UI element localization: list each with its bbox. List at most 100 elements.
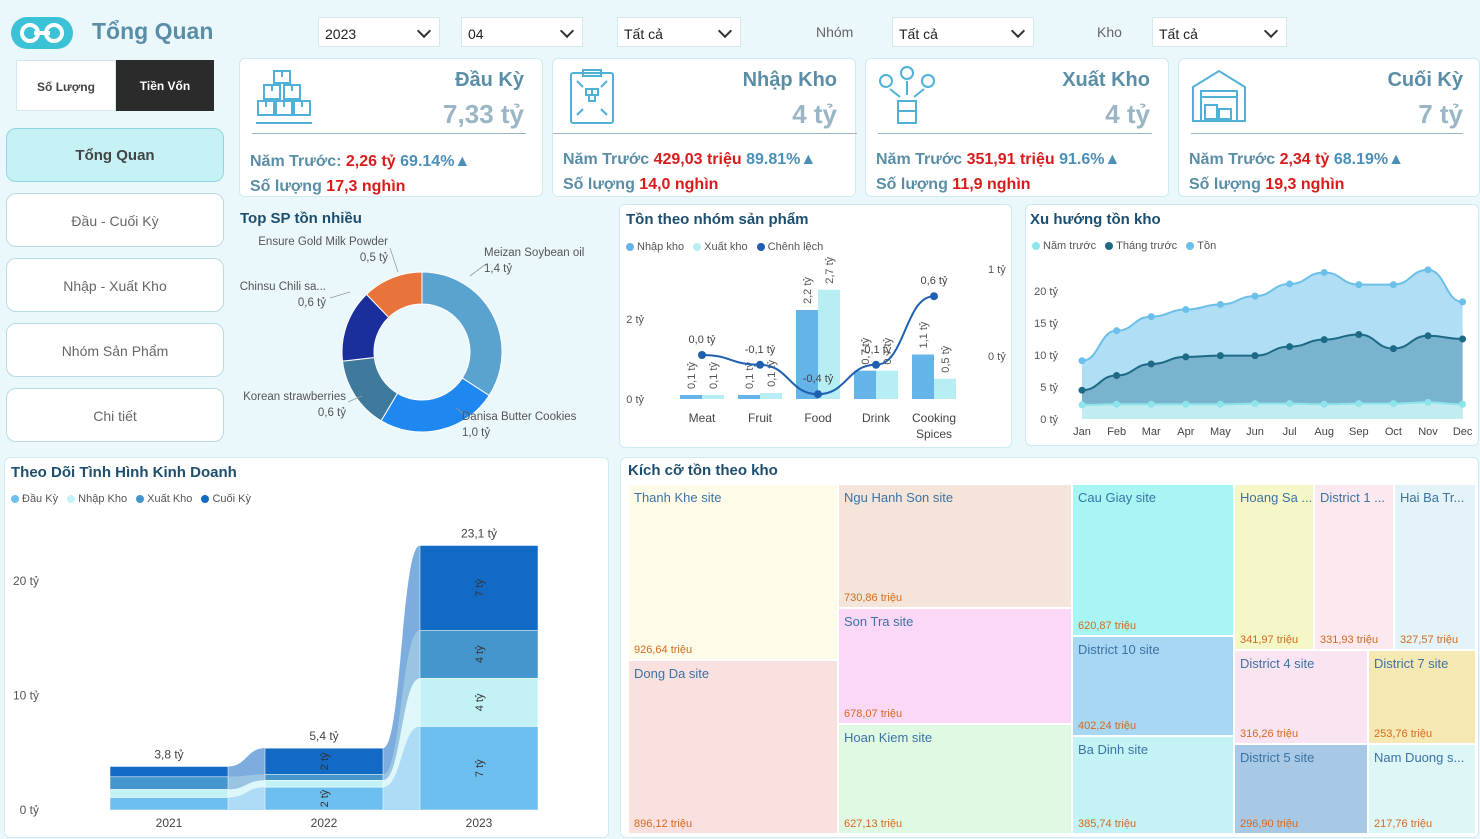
area-point	[1389, 281, 1397, 289]
stack-segment	[264, 779, 384, 788]
stock-trend-panel: Xu hướng tồn kho Năm trước Tháng trước T…	[1025, 204, 1479, 446]
stack-segment	[264, 774, 384, 781]
business-chart-legend: Đầu Kỳ Nhập Kho Xuất Kho Cuối Kỳ	[11, 493, 257, 505]
donut-slice	[365, 271, 423, 319]
nav-detail[interactable]: Chi tiết	[6, 388, 224, 442]
treemap-cell[interactable]: District 5 site 296,90 triệu	[1234, 744, 1368, 834]
nav-product-group[interactable]: Nhóm Sản Phẩm	[6, 323, 224, 377]
bar-export	[876, 370, 898, 399]
stack-segment	[419, 678, 539, 727]
treemap-cell[interactable]: District 1 ... 331,93 triệu	[1314, 484, 1394, 650]
slice-name-label: Korean strawberries	[243, 391, 346, 403]
nav-begin-end[interactable]: Đầu - Cuối Kỳ	[6, 193, 224, 247]
treemap-cell-value: 296,90 triệu	[1240, 818, 1299, 830]
treemap-cell[interactable]: Hoan Kiem site 627,13 triệu	[838, 724, 1072, 834]
area-point	[1424, 398, 1432, 406]
year-dropdown[interactable]: 2023	[318, 17, 440, 47]
boxes-icon	[256, 70, 312, 124]
area-point	[1147, 313, 1155, 321]
slice-name-label: Ensure Gold Milk Powder	[258, 236, 388, 248]
x-tick-label: Apr	[1177, 426, 1194, 438]
trend-chart-title: Xu hướng tồn kho	[1030, 211, 1161, 228]
ribbon	[383, 545, 420, 775]
kpi-title: Xuất Kho	[1062, 69, 1150, 91]
diff-value-label: -0,4 tỷ	[803, 373, 834, 385]
group-dropdown[interactable]: Tất cả	[892, 17, 1034, 47]
y-tick-label: 10 tỷ	[1034, 350, 1058, 362]
area-point	[1113, 371, 1121, 379]
area-point	[1459, 298, 1467, 306]
treemap-cell[interactable]: District 7 site 253,76 triệu	[1368, 650, 1476, 744]
stack-segment	[264, 747, 384, 775]
treemap-cell-value: 253,76 triệu	[1374, 728, 1433, 740]
treemap-cell[interactable]: Dong Da site 896,12 triệu	[628, 660, 838, 834]
kpi-prev-line: Năm Trước: 2,26 tỷ 69.14%▲	[250, 153, 470, 171]
x-tick-label: Nov	[1418, 426, 1438, 438]
people-box-icon	[879, 66, 935, 124]
legend-label: Nhập Kho	[78, 493, 128, 505]
x-tick-label: Feb	[1107, 426, 1126, 438]
area-point	[1424, 332, 1432, 340]
treemap-cell[interactable]: Hai Ba Tr... 327,57 triệu	[1394, 484, 1476, 650]
treemap-cell[interactable]: Nam Duong s... 217,76 triệu	[1368, 744, 1476, 834]
treemap-cell-name: District 1 ...	[1320, 490, 1386, 505]
cost-toggle-button[interactable]: Tiền Vốn	[116, 60, 214, 111]
qty-label: Số lượng	[876, 176, 948, 193]
area-point	[1182, 353, 1190, 361]
area-point	[1147, 360, 1155, 368]
bar-value-label: 2,2 tỷ	[802, 277, 814, 304]
group-chart-title: Tồn theo nhóm sản phẩm	[626, 211, 809, 228]
y2-tick-label: 0 tỷ	[988, 351, 1006, 363]
x-tick-label: Mar	[1142, 426, 1161, 438]
bar-export	[818, 289, 840, 399]
treemap-cell[interactable]: District 10 site 402,24 triệu	[1072, 636, 1234, 736]
trend-area-chart: 0 tỷ 5 tỷ 10 tỷ 15 tỷ 20 tỷ Jan Feb Mar Apr May Ju…	[1034, 266, 1473, 438]
warehouse-dropdown[interactable]: Tất cả	[1152, 17, 1287, 47]
stack-segment	[109, 776, 229, 790]
month-dropdown[interactable]: 04	[461, 17, 583, 47]
category-dropdown[interactable]: Tất cả	[617, 17, 741, 47]
treemap-cell[interactable]: Hoang Sa ... 341,97 triệu	[1234, 484, 1314, 650]
bar-value-label: 0,1 tỷ	[766, 360, 778, 387]
treemap-cell[interactable]: Ba Dinh site 385,74 triệu	[1072, 736, 1234, 834]
treemap-cell[interactable]: Thanh Khe site 926,64 triệu	[628, 484, 838, 660]
area-point	[1286, 343, 1294, 351]
treemap-cell-value: 678,07 triệu	[844, 708, 903, 720]
treemap-cell-value: 926,64 triệu	[634, 644, 693, 656]
divider	[252, 133, 526, 134]
kpi-value: 4 tỷ	[1105, 99, 1150, 129]
treemap: Thanh Khe site 926,64 triệu Dong Da site 89…	[628, 484, 1480, 834]
kpi-value: 7,33 tỷ	[443, 99, 524, 129]
kpi-card-import: Nhập Kho 4 tỷ Năm Trước 429,03 triệu 89.…	[552, 58, 857, 197]
treemap-cell-value: 217,76 triệu	[1374, 818, 1433, 830]
x-tick-label: Cooking	[912, 411, 956, 425]
kpi-qty-line: Số lượng 14,0 nghìn	[563, 176, 718, 194]
x-tick-label: Meat	[689, 411, 716, 425]
nav-import-export[interactable]: Nhập - Xuất Kho	[6, 258, 224, 312]
y-tick-label: 0 tỷ	[626, 394, 644, 406]
area-point	[1251, 400, 1259, 408]
treemap-cell[interactable]: Son Tra site 678,07 triệu	[838, 608, 1072, 724]
slice-value-label: 0,6 tỷ	[298, 297, 326, 309]
area-point	[1320, 268, 1328, 276]
treemap-cell[interactable]: District 4 site 316,26 triệu	[1234, 650, 1368, 744]
area-point	[1320, 400, 1328, 408]
treemap-cell-value: 316,26 triệu	[1240, 728, 1299, 740]
ribbon	[228, 780, 265, 798]
stack-segment	[109, 766, 229, 778]
treemap-cell-name: Son Tra site	[844, 614, 914, 629]
nav-overview[interactable]: Tổng Quan	[6, 128, 224, 182]
legend-dot-icon	[136, 495, 145, 503]
treemap-cell-value: 327,57 triệu	[1400, 634, 1459, 646]
kpi-title: Đầu Kỳ	[455, 69, 524, 91]
y-tick-label: 0 tỷ	[20, 803, 39, 817]
treemap-cell[interactable]: Ngu Hanh Son site 730,86 triệu	[838, 484, 1072, 608]
area-point	[1389, 345, 1397, 353]
area-line	[1081, 333, 1463, 392]
quantity-toggle-button[interactable]: Số Lượng	[16, 60, 116, 111]
legend-item: Đầu Kỳ	[11, 493, 58, 505]
total-label: 3,8 tỷ	[154, 747, 183, 761]
treemap-cell[interactable]: Cau Giay site 620,87 triệu	[1072, 484, 1234, 636]
area-point	[1424, 266, 1432, 274]
ribbon	[383, 630, 420, 781]
